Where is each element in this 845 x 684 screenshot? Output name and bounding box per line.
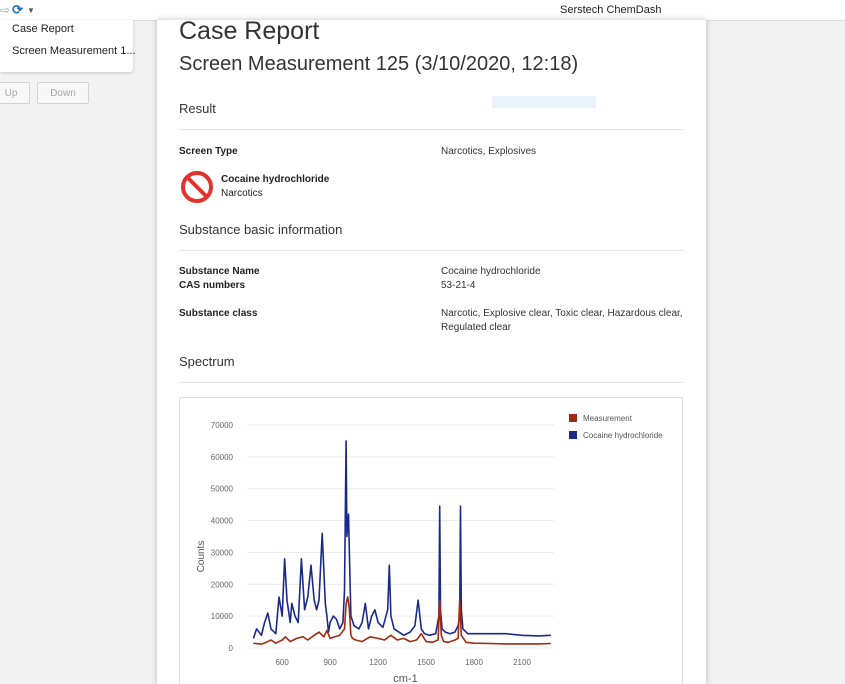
x-tick-label: 900: [323, 658, 337, 667]
divider: [179, 382, 684, 383]
result-substance-name: Cocaine hydrochloride: [221, 174, 330, 185]
spectrum-chart: 0 10000 20000 30000 40000 50000 60000 70000 600 9…: [179, 397, 683, 684]
y-tick-label: 30000: [211, 548, 234, 557]
app-logo-icon: ⟳: [12, 2, 23, 17]
nav-item-case-report[interactable]: Case Report: [12, 23, 74, 35]
legend-entry[interactable]: Cocaine hydrochloride: [583, 431, 663, 440]
result-heading: Result: [179, 101, 216, 116]
substance-class-value: Narcotic, Explosive clear, Toxic clear, …: [441, 308, 683, 333]
x-tick-label: 1200: [369, 658, 387, 667]
screen-type-label: Screen Type: [179, 146, 238, 157]
basic-info-heading: Substance basic information: [179, 222, 343, 237]
dropdown-icon[interactable]: ▼: [26, 5, 35, 15]
prohibited-icon: [181, 171, 213, 203]
divider: [179, 250, 684, 251]
down-button[interactable]: Down: [37, 82, 89, 104]
x-axis-label: cm-1: [393, 673, 417, 684]
nav-item-screen-measurement[interactable]: Screen Measurement 1...: [12, 45, 136, 57]
titlebar-icons: ⇨ ⟳ ▼: [0, 2, 35, 18]
back-forward-icon[interactable]: ⇨: [0, 3, 11, 17]
y-tick-label: 70000: [211, 421, 234, 430]
substance-class-label: Substance class: [179, 308, 258, 319]
y-tick-label: 50000: [211, 485, 234, 494]
y-tick-label: 0: [229, 644, 234, 653]
result-substance-class: Narcotics: [221, 188, 263, 199]
y-tick-label: 20000: [211, 580, 234, 589]
title-bar: ⇨ ⟳ ▼ Serstech ChemDash: [0, 0, 845, 21]
page-title: Case Report: [179, 20, 320, 45]
x-tick-label: 1800: [465, 658, 483, 667]
cas-numbers-value: 53-21-4: [441, 280, 476, 291]
x-tick-label: 600: [275, 658, 289, 667]
series-line-reference: [252, 440, 551, 639]
page-subtitle: Screen Measurement 125 (3/10/2020, 12:18…: [179, 53, 579, 75]
x-tick-label: 1500: [417, 658, 435, 667]
y-tick-label: 10000: [211, 612, 234, 621]
y-tick-label: 60000: [211, 453, 234, 462]
screen-type-value: Narcotics, Explosives: [441, 146, 537, 157]
legend-swatch[interactable]: [569, 431, 577, 439]
legend-entry[interactable]: Measurement: [583, 414, 633, 423]
legend-swatch[interactable]: [569, 414, 577, 422]
divider: [179, 129, 684, 130]
x-tick-label: 2100: [513, 658, 531, 667]
report-document: Case Report Screen Measurement 125 (3/10…: [157, 20, 706, 684]
spectrum-heading: Spectrum: [179, 354, 235, 369]
navigation-panel: Case Report Screen Measurement 1...: [0, 20, 136, 72]
spectrum-chart-svg: 0 10000 20000 30000 40000 50000 60000 70000 600 9…: [196, 414, 663, 684]
substance-name-value: Cocaine hydrochloride: [441, 266, 541, 277]
faded-banner: [492, 96, 596, 108]
cas-numbers-label: CAS numbers: [179, 280, 246, 291]
series-line-measurement: [253, 596, 551, 645]
y-tick-label: 40000: [211, 517, 234, 526]
y-axis-label: Counts: [196, 541, 207, 573]
up-button[interactable]: Up: [0, 82, 30, 104]
substance-name-label: Substance Name: [179, 266, 260, 277]
window-title: Serstech ChemDash: [560, 4, 662, 16]
